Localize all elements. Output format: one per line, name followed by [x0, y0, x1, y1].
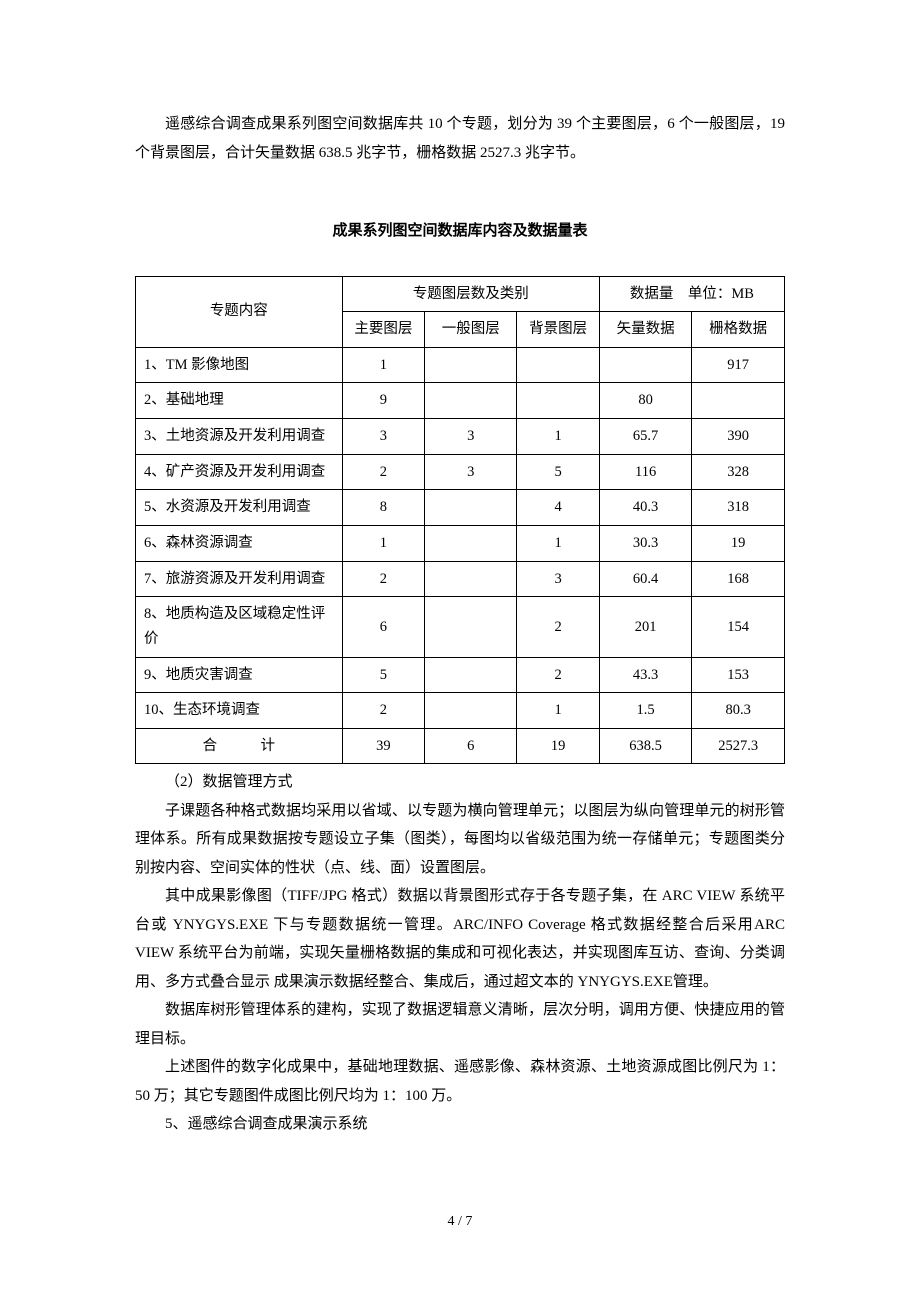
cell-bg [517, 383, 599, 419]
cell-label: 4、矿产资源及开发利用调查 [136, 454, 343, 490]
table-row: 10、生态环境调查2 11.580.3 [136, 693, 785, 729]
cell-label: 6、森林资源调查 [136, 525, 343, 561]
cell-vec: 60.4 [599, 561, 692, 597]
cell-ras: 153 [692, 657, 785, 693]
cell-general [425, 525, 517, 561]
table-row: 2、基础地理9 80 [136, 383, 785, 419]
table-row: 4、矿产资源及开发利用调查235116328 [136, 454, 785, 490]
cell-ras: 917 [692, 347, 785, 383]
cell-ras: 19 [692, 525, 785, 561]
total-label: 合 计 [136, 728, 343, 764]
header-volume-unit: 单位：MB [688, 286, 754, 302]
para-3: 其中成果影像图（TIFF/JPG 格式）数据以背景图形式存于各专题子集，在 AR… [135, 882, 785, 996]
cell-bg [517, 347, 599, 383]
table-row: 3、土地资源及开发利用调查33165.7390 [136, 419, 785, 455]
cell-label: 2、基础地理 [136, 383, 343, 419]
cell-bg: 3 [517, 561, 599, 597]
para-6: 5、遥感综合调查成果演示系统 [135, 1110, 785, 1139]
para-section-heading: （2）数据管理方式 [135, 768, 785, 797]
cell-general: 3 [425, 419, 517, 455]
header-bg-layer: 背景图层 [517, 312, 599, 348]
cell-bg: 1 [517, 419, 599, 455]
cell-bg: 2 [517, 597, 599, 657]
cell-label: 8、地质构造及区域稳定性评价 [136, 597, 343, 657]
header-topic: 专题内容 [136, 276, 343, 347]
header-vector: 矢量数据 [599, 312, 692, 348]
cell-ras: 390 [692, 419, 785, 455]
header-volume-label: 数据量 [630, 286, 674, 302]
cell-label: 7、旅游资源及开发利用调查 [136, 561, 343, 597]
cell-general [425, 657, 517, 693]
cell-general [425, 347, 517, 383]
total-row: 合 计 39 6 19 638.5 2527.3 [136, 728, 785, 764]
cell-main: 6 [342, 597, 424, 657]
cell-bg: 1 [517, 693, 599, 729]
header-raster: 栅格数据 [692, 312, 785, 348]
cell-label: 5、水资源及开发利用调查 [136, 490, 343, 526]
cell-main: 9 [342, 383, 424, 419]
cell-ras: 168 [692, 561, 785, 597]
cell-label: 3、土地资源及开发利用调查 [136, 419, 343, 455]
total-main: 39 [342, 728, 424, 764]
header-layers: 专题图层数及类别 [342, 276, 599, 312]
cell-bg: 5 [517, 454, 599, 490]
cell-main: 2 [342, 561, 424, 597]
cell-vec: 65.7 [599, 419, 692, 455]
cell-vec: 201 [599, 597, 692, 657]
cell-bg: 1 [517, 525, 599, 561]
para-4: 数据库树形管理体系的建构，实现了数据逻辑意义清晰，层次分明，调用方便、快捷应用的… [135, 996, 785, 1053]
para-2: 子课题各种格式数据均采用以省域、以专题为横向管理单元；以图层为纵向管理单元的树形… [135, 797, 785, 883]
table-row: 8、地质构造及区域稳定性评价6 2201154 [136, 597, 785, 657]
total-bg: 19 [517, 728, 599, 764]
header-volume: 数据量 单位：MB [599, 276, 784, 312]
cell-main: 2 [342, 454, 424, 490]
cell-general [425, 383, 517, 419]
data-table: 专题内容 专题图层数及类别 数据量 单位：MB 主要图层 一般图层 背景图层 矢… [135, 276, 785, 765]
total-ras: 2527.3 [692, 728, 785, 764]
cell-ras: 328 [692, 454, 785, 490]
cell-general [425, 561, 517, 597]
cell-vec: 43.3 [599, 657, 692, 693]
cell-main: 8 [342, 490, 424, 526]
header-row-1: 专题内容 专题图层数及类别 数据量 单位：MB [136, 276, 785, 312]
cell-ras: 318 [692, 490, 785, 526]
cell-ras [692, 383, 785, 419]
table-row: 6、森林资源调查1130.319 [136, 525, 785, 561]
table-row: 1、TM 影像地图1 917 [136, 347, 785, 383]
cell-label: 1、TM 影像地图 [136, 347, 343, 383]
cell-label: 10、生态环境调查 [136, 693, 343, 729]
para-5: 上述图件的数字化成果中，基础地理数据、遥感影像、森林资源、土地资源成图比例尺为 … [135, 1053, 785, 1110]
table-row: 7、旅游资源及开发利用调查2 360.4168 [136, 561, 785, 597]
table-title: 成果系列图空间数据库内容及数据量表 [135, 217, 785, 246]
cell-general [425, 490, 517, 526]
cell-main: 2 [342, 693, 424, 729]
cell-bg: 2 [517, 657, 599, 693]
cell-general [425, 597, 517, 657]
cell-label: 9、地质灾害调查 [136, 657, 343, 693]
cell-main: 3 [342, 419, 424, 455]
header-main-layer: 主要图层 [342, 312, 424, 348]
total-general: 6 [425, 728, 517, 764]
cell-vec: 40.3 [599, 490, 692, 526]
header-general-layer: 一般图层 [425, 312, 517, 348]
table-row: 5、水资源及开发利用调查8 440.3318 [136, 490, 785, 526]
cell-ras: 80.3 [692, 693, 785, 729]
page-number: 4 / 7 [135, 1209, 785, 1236]
cell-main: 1 [342, 525, 424, 561]
cell-vec [599, 347, 692, 383]
cell-general [425, 693, 517, 729]
table-row: 9、地质灾害调查5 243.3153 [136, 657, 785, 693]
cell-vec: 1.5 [599, 693, 692, 729]
cell-vec: 30.3 [599, 525, 692, 561]
cell-vec: 80 [599, 383, 692, 419]
cell-vec: 116 [599, 454, 692, 490]
cell-ras: 154 [692, 597, 785, 657]
cell-general: 3 [425, 454, 517, 490]
cell-main: 5 [342, 657, 424, 693]
cell-bg: 4 [517, 490, 599, 526]
intro-paragraph: 遥感综合调查成果系列图空间数据库共 10 个专题，划分为 39 个主要图层，6 … [135, 110, 785, 167]
cell-main: 1 [342, 347, 424, 383]
total-vec: 638.5 [599, 728, 692, 764]
